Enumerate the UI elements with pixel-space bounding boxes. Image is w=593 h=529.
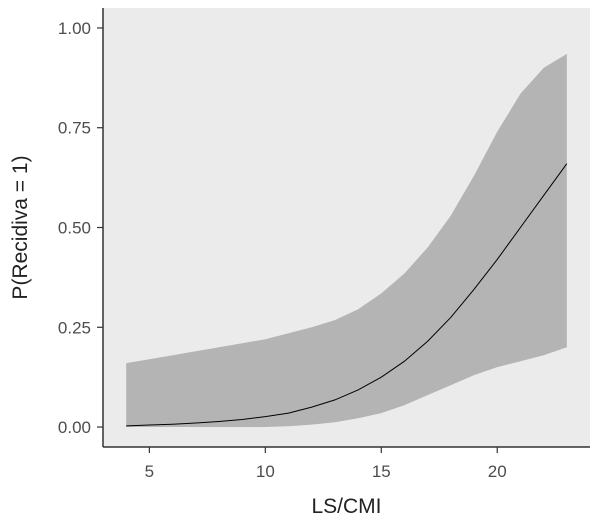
y-tick-label: 0.75 (58, 119, 91, 138)
y-tick-label: 1.00 (58, 19, 91, 38)
x-tick-label: 10 (256, 462, 275, 481)
y-tick-label: 0.25 (58, 318, 91, 337)
probability-curve (126, 163, 568, 427)
x-axis-ticks: 5 10 15 20 (145, 447, 507, 481)
x-tick-label: 20 (488, 462, 507, 481)
y-tick-label: 0.50 (58, 219, 91, 238)
confidence-ribbon (126, 53, 567, 428)
x-tick-label: 5 (145, 462, 154, 481)
x-axis-label: LS/CMI (311, 495, 381, 518)
y-tick-label: 0.00 (58, 418, 91, 437)
y-axis-label: P(Recidiva = 1) (9, 155, 32, 299)
x-tick-label: 15 (372, 462, 391, 481)
y-axis-ticks: 0.00 0.25 0.50 0.75 1.00 (58, 19, 103, 437)
